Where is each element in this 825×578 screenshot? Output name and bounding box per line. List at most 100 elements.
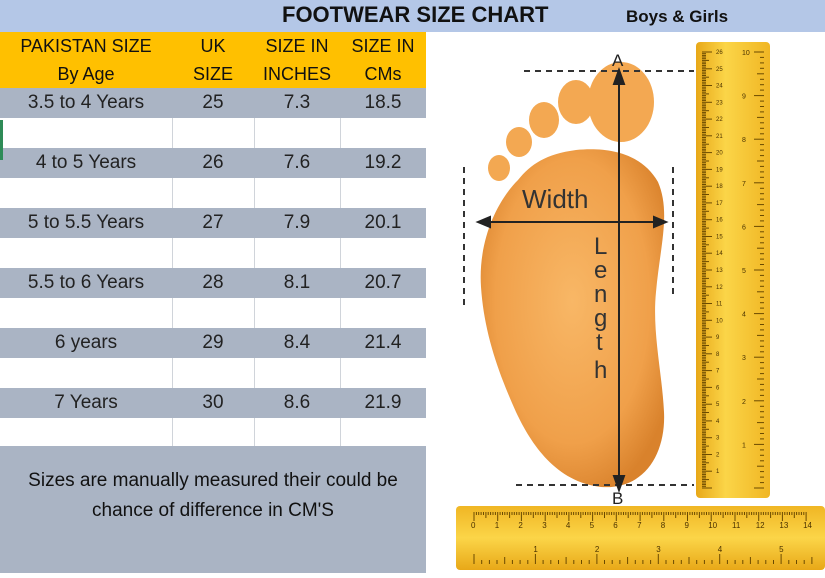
ruler-cm-label: 6 — [716, 385, 720, 391]
ruler-cm-label: 13 — [779, 521, 788, 530]
table-row: 3.5 to 4 Years 25 7.3 18.5 — [0, 88, 426, 118]
cell-inches: 7.3 — [283, 92, 311, 113]
header-cm-line2: CMs — [364, 64, 402, 84]
spacer-row — [0, 178, 426, 208]
ruler-inch-label: 4 — [718, 545, 723, 554]
ruler-cm-label: 7 — [637, 521, 642, 530]
cell-age: 3.5 to 4 Years — [27, 92, 145, 113]
ruler-inch-label: 4 — [742, 312, 746, 319]
header-inches-line1: SIZE IN — [265, 36, 329, 56]
vertical-ruler: 1234567891011121314151617181920212223242… — [696, 42, 770, 498]
cell-selection-mark — [0, 120, 3, 160]
header-inches-line2: INCHES — [262, 64, 331, 84]
header-age: PAKISTAN SIZE By Age — [0, 32, 172, 88]
ruler-inch-label: 9 — [742, 94, 746, 101]
title-bar: FOOTWEAR SIZE CHART Boys & Girls — [0, 0, 825, 32]
table-row: 5 to 5.5 Years 27 7.9 20.1 — [0, 208, 426, 238]
grid-line — [172, 118, 173, 148]
header-cm: SIZE IN CMs — [340, 32, 426, 88]
cell-age: 4 to 5 Years — [35, 152, 137, 173]
grid-line — [254, 178, 255, 208]
ruler-cm-label: 1 — [495, 521, 500, 530]
grid-line — [254, 118, 255, 148]
grid-line — [340, 358, 341, 388]
foot-measure-illustration: A B Width L e n g t h 1 2 3 4 5 6 7 8 9 10 11 12 13 1… — [426, 32, 825, 573]
grid-line — [254, 238, 255, 268]
disclaimer-line1: Sizes are manually measured their could … — [28, 470, 398, 491]
ruler-cm-label: 9 — [685, 521, 690, 530]
table-row: 7 Years 30 8.6 21.9 — [0, 388, 426, 418]
cell-inches: 7.6 — [283, 152, 311, 173]
table-row: 6 years 29 8.4 21.4 — [0, 328, 426, 358]
ruler-cm-label: 19 — [716, 167, 723, 173]
ruler-cm-label: 3 — [716, 436, 720, 442]
foot-shape — [480, 62, 665, 488]
cell-inches: 8.6 — [283, 392, 311, 413]
grid-line — [340, 298, 341, 328]
cell-cm: 19.2 — [364, 152, 402, 173]
cell-cm: 20.7 — [364, 272, 402, 293]
grid-line — [340, 418, 341, 446]
ruler-cm-label: 2 — [518, 521, 523, 530]
ruler-cm-label: 11 — [716, 302, 723, 308]
cell-inches: 7.9 — [283, 212, 311, 233]
ruler-cm-label: 1 — [716, 469, 720, 475]
length-label: L e n g t h — [594, 233, 607, 384]
guide-lines — [463, 70, 694, 486]
grid-line — [340, 118, 341, 148]
cell-age: 7 Years — [54, 392, 118, 413]
ruler-cm-label: 8 — [661, 521, 666, 530]
cell-uk: 25 — [202, 92, 224, 113]
grid-line — [340, 178, 341, 208]
grid-line — [172, 178, 173, 208]
cell-uk: 30 — [202, 392, 224, 413]
ruler-cm-label: 24 — [716, 84, 723, 90]
chart-title: FOOTWEAR SIZE CHART — [282, 2, 549, 27]
grid-line — [172, 298, 173, 328]
ruler-inch-label: 1 — [742, 442, 746, 449]
ruler-cm-label: 6 — [613, 521, 618, 530]
ruler-cm-label: 8 — [716, 352, 720, 358]
cell-age: 6 years — [54, 332, 118, 353]
spacer-row — [0, 418, 426, 446]
header-uk-line1: UK — [200, 36, 226, 56]
ruler-cm-label: 10 — [716, 318, 723, 324]
table-row: 5.5 to 6 Years 28 8.1 20.7 — [0, 268, 426, 298]
cell-age: 5.5 to 6 Years — [27, 272, 145, 293]
ruler-cm-label: 14 — [716, 251, 723, 257]
ruler-cm-label: 11 — [732, 521, 741, 530]
ruler-cm-label: 0 — [471, 521, 476, 530]
grid-line — [172, 358, 173, 388]
ruler-inch-label: 10 — [742, 50, 750, 57]
point-b-label: B — [612, 489, 623, 508]
ruler-cm-label: 25 — [716, 67, 723, 73]
header-cm-line1: SIZE IN — [351, 36, 415, 56]
ruler-inch-label: 8 — [742, 137, 746, 144]
spacer-row — [0, 118, 426, 148]
ruler-inch-label: 7 — [742, 181, 746, 188]
ruler-inch-label: 2 — [595, 545, 600, 554]
ruler-cm-label: 16 — [716, 218, 723, 224]
cell-uk: 27 — [202, 212, 224, 233]
cell-age: 5 to 5.5 Years — [27, 212, 145, 233]
point-a-label: A — [612, 51, 624, 70]
width-arrow — [475, 215, 669, 229]
ruler-cm-label: 3 — [542, 521, 547, 530]
ruler-inch-label: 3 — [656, 545, 661, 554]
cell-cm: 18.5 — [364, 92, 402, 113]
ruler-cm-label: 20 — [716, 151, 723, 157]
spacer-row — [0, 358, 426, 388]
cell-cm: 20.1 — [364, 212, 402, 233]
ruler-cm-label: 17 — [716, 201, 723, 207]
header-uk-line2: SIZE — [192, 64, 233, 84]
ruler-cm-label: 14 — [803, 521, 812, 530]
ruler-cm-label: 26 — [716, 50, 723, 56]
disclaimer-note: Sizes are manually measured their could … — [0, 446, 426, 573]
length-letter: e — [594, 257, 607, 284]
length-letter: n — [594, 281, 607, 308]
length-letter: h — [594, 357, 607, 384]
ruler-cm-label: 12 — [716, 285, 723, 291]
length-letter: L — [594, 233, 607, 260]
length-arrow — [612, 67, 626, 493]
cell-inches: 8.4 — [283, 332, 311, 353]
